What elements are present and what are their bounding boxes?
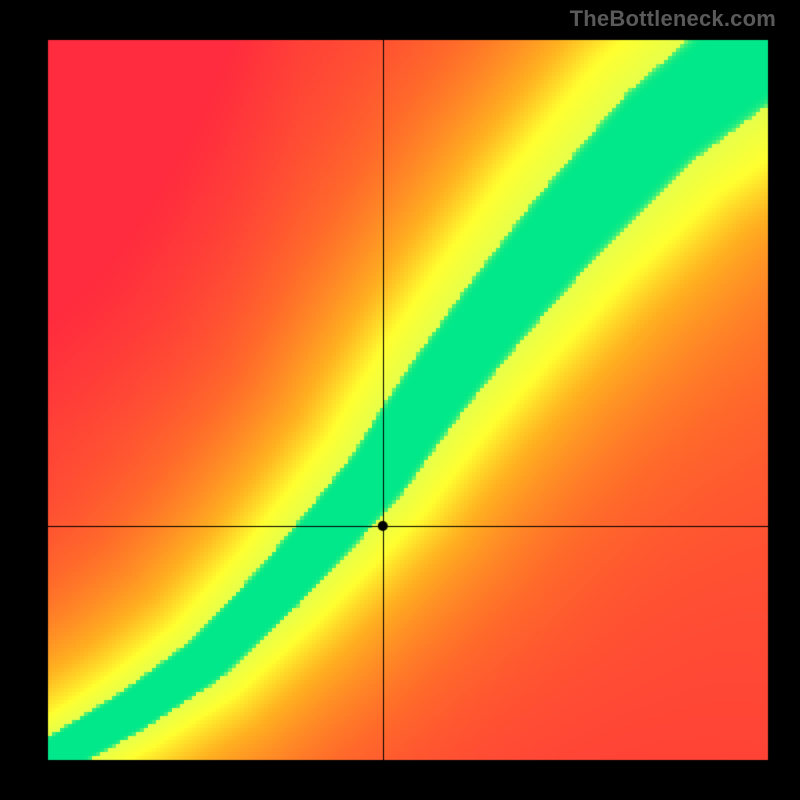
chart-container: TheBottleneck.com [0, 0, 800, 800]
heatmap-canvas [0, 0, 800, 800]
watermark-text: TheBottleneck.com [570, 6, 776, 32]
